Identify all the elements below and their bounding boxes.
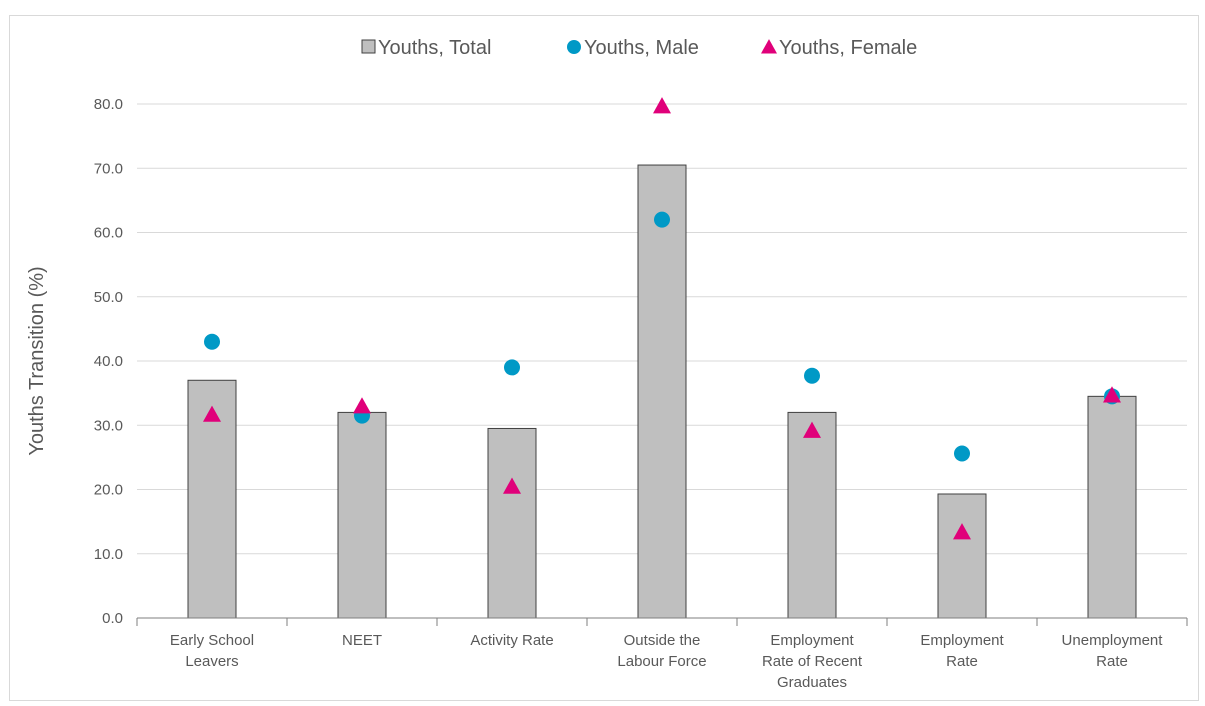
marker-male	[504, 359, 520, 376]
bar-total	[487, 427, 537, 619]
y-tick-label: 30.0	[94, 417, 123, 434]
marker-male	[204, 333, 220, 350]
y-tick-label: 40.0	[94, 353, 123, 370]
x-tick-label: Employment	[920, 632, 1004, 649]
bar-total	[337, 411, 387, 619]
x-tick-label: Employment	[770, 632, 854, 649]
axes	[136, 617, 1188, 626]
labels: 0.0 10.0 20.0 30.0 40.0 50.0 60.0 70.0 80.0 Youth…	[26, 96, 1163, 691]
legend: Youths, Total Youths, Male Youths, Female	[361, 37, 917, 59]
marker-female	[653, 97, 671, 114]
marker-female	[503, 477, 521, 494]
y-tick-label: 0.0	[102, 610, 123, 627]
x-tick-label: Activity Rate	[470, 632, 553, 649]
legend-swatch-female	[761, 39, 777, 54]
marker-female	[953, 523, 971, 540]
bar-total	[787, 411, 837, 619]
marker-female	[803, 421, 821, 438]
x-tick-label: Early School	[170, 632, 254, 649]
marker-male	[654, 211, 670, 228]
y-tick-label: 60.0	[94, 225, 123, 242]
legend-label-male: Youths, Male	[584, 37, 699, 59]
markers	[203, 97, 1121, 540]
x-tick-label: Outside the	[624, 632, 701, 649]
x-tick-label: Rate of Recent	[762, 653, 863, 670]
marker-male	[954, 445, 970, 462]
x-tick-label: Rate	[1096, 653, 1128, 670]
x-tick-label: Rate	[946, 653, 978, 670]
y-tick-label: 80.0	[94, 96, 123, 113]
bar-total	[637, 164, 687, 619]
bar-total	[1087, 395, 1137, 619]
x-tick-label: Graduates	[777, 674, 847, 691]
marker-female	[203, 405, 221, 422]
y-axis-title: Youths Transition (%)	[26, 266, 48, 455]
y-tick-label: 20.0	[94, 482, 123, 499]
chart-frame: 0.0 10.0 20.0 30.0 40.0 50.0 60.0 70.0 80.0 Youth…	[9, 15, 1199, 701]
marker-male	[804, 367, 820, 384]
bars	[187, 164, 1137, 619]
x-tick-label: Labour Force	[617, 653, 706, 670]
legend-swatch-total	[361, 39, 376, 54]
x-tick-label: NEET	[342, 632, 382, 649]
bar-total	[937, 493, 987, 619]
legend-label-female: Youths, Female	[779, 37, 917, 59]
x-tick-label: Leavers	[185, 653, 238, 670]
marker-female	[353, 397, 371, 414]
marker-female	[1103, 386, 1121, 403]
y-tick-label: 10.0	[94, 546, 123, 563]
legend-label-total: Youths, Total	[378, 37, 491, 59]
x-tick-label: Unemployment	[1062, 632, 1164, 649]
chart: 0.0 10.0 20.0 30.0 40.0 50.0 60.0 70.0 80.0 Youth…	[26, 37, 1188, 691]
y-tick-label: 50.0	[94, 289, 123, 306]
legend-swatch-male	[567, 40, 581, 54]
y-tick-label: 70.0	[94, 160, 123, 177]
